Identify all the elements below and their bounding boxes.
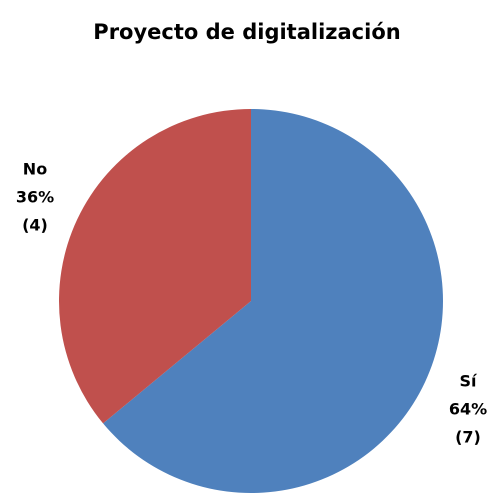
- slice-value: 64%: [449, 400, 487, 419]
- chart-title: Proyecto de digitalización: [93, 20, 400, 44]
- slice-label: Sí: [459, 372, 478, 391]
- pie-slice: [58, 109, 251, 424]
- slice-count: (4): [22, 216, 48, 235]
- pie-slice: [103, 109, 443, 493]
- slice-count: (7): [455, 428, 481, 447]
- slice-value: 36%: [16, 188, 54, 207]
- slice-label: No: [23, 160, 47, 179]
